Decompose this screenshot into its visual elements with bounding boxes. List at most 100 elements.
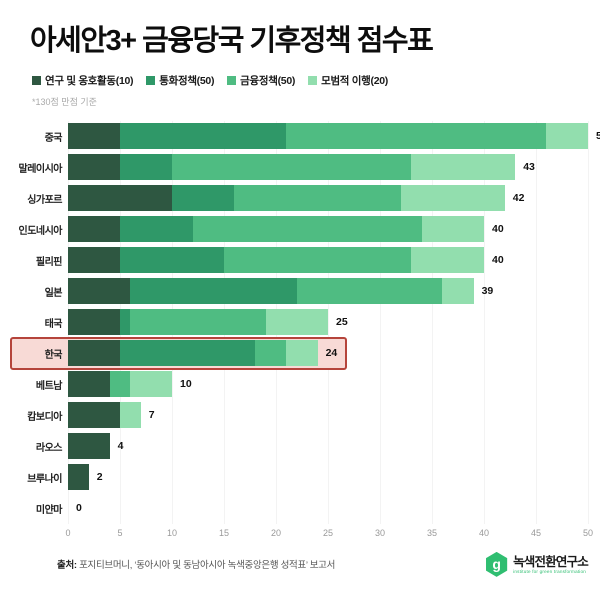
chart-row: 미얀마 0 <box>10 493 588 524</box>
chart-rows: 중국50말레이시아43싱가포르42인도네시아40필리핀40일본39태국25한국2… <box>10 121 600 524</box>
bar-segment <box>68 185 172 212</box>
source-text: 출처: 포지티브머니, ‘동아시아 및 동남아시아 녹색중앙은행 성적표’ 보고… <box>57 557 335 571</box>
page-title: 아세안3+ 금융당국 기후정책 점수표 <box>30 25 434 57</box>
bar-segment <box>120 216 193 243</box>
x-axis-tick: 5 <box>117 527 123 538</box>
bar-value-label: 40 <box>492 254 504 267</box>
footer: 출처: 포지티브머니, ‘동아시아 및 동남아시아 녹색중앙은행 성적표’ 보고… <box>57 551 589 577</box>
bar-segment <box>120 309 131 336</box>
bar-segment <box>172 154 412 181</box>
legend-item: 금융정책(50) <box>227 73 295 88</box>
source-prefix: 출처: <box>57 560 77 572</box>
gridline <box>380 120 381 524</box>
row-label: 싱가포르 <box>27 194 62 206</box>
gridline-overlay <box>484 120 485 524</box>
bar-segment <box>68 154 120 181</box>
bar-track: 25 <box>68 309 588 336</box>
bar-value-label: 42 <box>512 192 525 205</box>
row-label: 태국 <box>44 318 63 330</box>
bar-segment <box>546 123 588 150</box>
gridline <box>536 120 537 524</box>
legend-item: 모범적 이행(20) <box>308 73 388 88</box>
bar-segment <box>172 185 235 212</box>
bar-segment <box>120 340 256 367</box>
bar-segment <box>442 278 474 305</box>
bar-track: 42 <box>68 185 588 212</box>
bar-segment <box>224 247 412 274</box>
gridline-overlay <box>328 120 329 524</box>
stacked-bar-chart: 중국50말레이시아43싱가포르42인도네시아40필리핀40일본39태국25한국2… <box>10 120 600 540</box>
row-label: 캄보디아 <box>27 411 62 423</box>
x-axis-tick: 10 <box>166 527 178 538</box>
gridline <box>484 120 485 524</box>
x-axis: 0 5 10 15 20 25 30 35 40 45 50 <box>65 527 593 540</box>
row-label: 미얀마 <box>35 504 63 516</box>
chart-row: 베트남 10 <box>10 369 588 400</box>
bar-track: 10 <box>68 371 588 398</box>
bar-track: 7 <box>68 402 588 429</box>
row-label: 베트남 <box>35 380 63 392</box>
bar-segment <box>68 402 120 429</box>
gridline-overlay <box>432 120 433 524</box>
bar-segment <box>286 123 547 150</box>
chart-row: 라오스 4 <box>10 431 588 462</box>
bar-track: 24 <box>68 340 588 367</box>
bar-value-label: 43 <box>523 161 535 174</box>
bar-track: 39 <box>68 278 588 305</box>
bar-track: 40 <box>68 216 588 243</box>
bar-value-label: 10 <box>180 378 192 391</box>
logo-hexagon-icon: g <box>486 551 508 577</box>
gridline-overlay <box>380 120 381 524</box>
bar-segment <box>68 309 120 336</box>
bar-segment <box>421 216 484 243</box>
legend-item: 연구 및 옹호활동(10) <box>32 73 134 88</box>
x-axis-tick: 25 <box>322 527 334 538</box>
bar-segment <box>109 371 131 398</box>
bar-value-label: 39 <box>481 285 494 298</box>
bar-segment <box>68 278 131 305</box>
chart-row: 중국 50 <box>10 121 600 152</box>
x-axis-tick: 50 <box>582 527 594 538</box>
x-axis-tick: 20 <box>270 527 282 538</box>
bar-segment <box>130 309 266 336</box>
row-label: 라오스 <box>35 442 63 454</box>
x-axis-tick: 45 <box>530 527 542 538</box>
footnote: *130점 만점 기준 <box>32 96 97 107</box>
bar-segment <box>68 371 110 398</box>
x-axis-tick: 40 <box>478 527 490 538</box>
chart-row: 말레이시아 43 <box>10 152 588 183</box>
legend-label: 모범적 이행(20) <box>321 74 388 87</box>
chart-row: 캄보디아 7 <box>10 400 588 431</box>
x-axis-tick: 0 <box>65 527 71 538</box>
chart-row: 인도네시아 40 <box>10 214 588 245</box>
bar-value-label: 7 <box>148 409 155 422</box>
chart-row: 한국 24 <box>10 336 588 370</box>
bar-segment <box>68 216 120 243</box>
logo-subtitle: institute for green transformation <box>513 568 587 574</box>
gridline <box>328 120 329 524</box>
bar-value-label: 4 <box>117 440 124 453</box>
row-label: 필리핀 <box>35 256 63 268</box>
row-label: 브루나이 <box>27 473 62 485</box>
bar-segment <box>68 464 89 491</box>
bar-value-label: 24 <box>325 347 338 360</box>
bar-segment <box>120 123 287 150</box>
bar-segment <box>411 154 516 181</box>
bar-value-label: 25 <box>336 316 348 329</box>
x-axis-tick: 35 <box>426 527 438 538</box>
institute-logo: g 녹색전환연구소 institute for green transforma… <box>485 551 589 577</box>
legend-label: 연구 및 옹호활동(10) <box>45 74 134 87</box>
gridline-overlay <box>536 120 537 524</box>
row-label: 한국 <box>44 349 63 361</box>
x-axis-tick: 30 <box>374 527 386 538</box>
bar-segment <box>120 402 141 429</box>
legend-swatch-icon <box>32 75 41 85</box>
row-label: 말레이시아 <box>18 163 63 175</box>
bar-segment <box>120 247 224 274</box>
bar-value-label: 40 <box>492 223 504 236</box>
bar-track: 0 <box>68 495 588 521</box>
row-label: 인도네시아 <box>18 225 63 237</box>
logo-name: 녹색전환연구소 <box>513 554 589 569</box>
x-axis-tick: 15 <box>218 527 230 538</box>
